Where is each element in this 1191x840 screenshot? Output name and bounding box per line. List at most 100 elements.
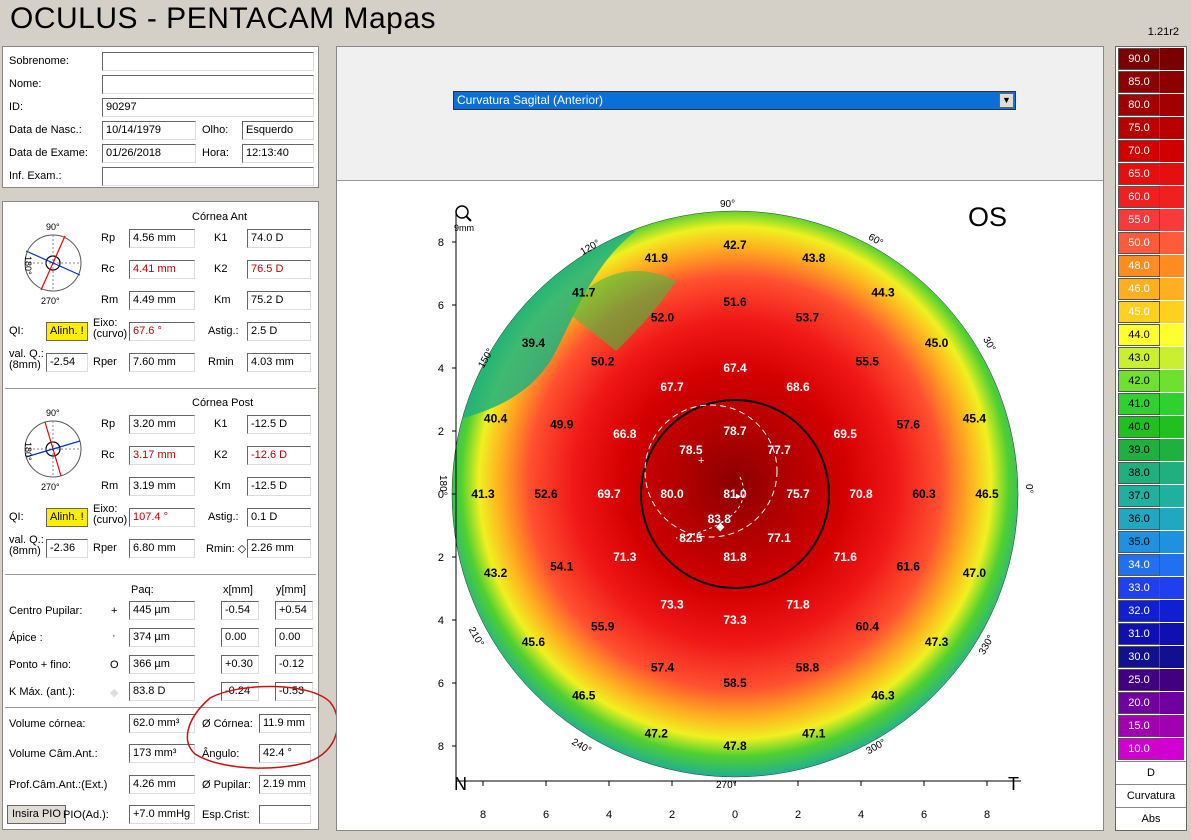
scale-step-swatch [1160,646,1184,668]
scale-step-swatch [1160,508,1184,530]
map-value: 73.3 [660,597,684,611]
post-ql-badge[interactable]: Alinh. ! [46,508,88,527]
map-value: 81.8 [723,550,747,564]
id-field[interactable]: 90297 [102,98,314,117]
map-value: 58.8 [796,660,820,674]
scale-step-label: 32.0 [1118,600,1160,622]
scale-step-label: 41.0 [1118,393,1160,415]
anterior-title: Córnea Ant [192,211,248,223]
surname-field[interactable] [102,52,314,71]
y-tick-label: 8 [438,741,444,753]
zoom-icon[interactable] [455,205,472,222]
ant-k2-label: K2 [214,263,228,275]
map-value: 47.1 [802,726,826,740]
ant-rmin-label: Rmin [208,356,234,368]
scale-step-swatch [1160,692,1184,714]
map-value: 83.8 [708,512,732,526]
temporal-label: T [1008,774,1019,794]
scale-step-swatch [1160,623,1184,645]
map-value: 46.3 [871,689,895,703]
scale-step-label: 75.0 [1118,117,1160,139]
eye-field[interactable]: Esquerdo [242,121,314,140]
apex-y: 0.00 [275,628,313,647]
exam-info-field[interactable] [102,167,314,186]
exam-date-field[interactable]: 01/26/2018 [102,144,196,163]
thinnest-paq: 366 µm [129,655,195,674]
name-field[interactable] [102,75,314,94]
map-value: 75.7 [786,487,810,501]
map-value: 77.7 [767,443,791,457]
exam-info-label: Inf. Exam.: [9,170,62,182]
x-tick-label: 2 [669,809,675,821]
chamber-depth-field: 4.26 mm [129,775,195,794]
anterior-axis-diagram: 90° 270° 180° [23,222,82,306]
kmax-symbol: ◆ [110,687,119,699]
ant-q-field: -2.54 [46,353,88,372]
anterior-deg270: 270° [41,296,60,306]
scale-step-label: 43.0 [1118,347,1160,369]
map-value: 69.5 [834,427,858,441]
red-annotation-circle [186,685,339,769]
cornea-diameter-field: 11.9 mm [259,714,311,733]
birth-label: Data de Nasc.: [9,124,82,136]
pupil-diameter-label: Ø Pupilar: [202,779,251,791]
pachy-header: Paq: [131,584,154,596]
map-toolbar [337,47,1103,181]
insert-iop-button[interactable]: Insira PIO [7,805,66,824]
x-tick-label: 4 [606,809,612,821]
scale-mode[interactable]: Abs [1116,807,1186,829]
scale-step-label: 15.0 [1118,715,1160,737]
iop-label: PIO(Ad.): [63,809,109,821]
post-axis-field: 107.4 ° [129,508,195,527]
pupil-center-label: Centro Pupilar: [9,605,83,617]
scale-step-swatch [1160,439,1184,461]
y-tick-label: 8 [438,237,444,249]
map-value: 57.6 [897,418,921,432]
map-value: 71.8 [786,597,810,611]
scale-step-swatch [1160,186,1184,208]
y-tick-label: 6 [438,300,444,312]
cornea-diameter-label: Ø Córnea: [202,718,253,730]
scale-step-swatch [1160,393,1184,415]
separator [5,574,316,575]
ant-rper-label: Rper [93,356,117,368]
birth-field[interactable]: 10/14/1979 [102,121,196,140]
map-type-select[interactable]: Curvatura Sagital (Anterior) ▼ [453,91,1016,110]
map-value: 51.6 [723,295,747,309]
time-field[interactable]: 12:13:40 [242,144,314,163]
chamber-volume-field: 173 mm³ [129,744,195,763]
pupil-center-symbol: + [111,605,118,617]
post-km-label: Km [214,480,231,492]
chamber-depth-label: Prof.Câm.Ant.:(Ext.) [9,779,108,791]
chevron-down-icon[interactable]: ▼ [999,93,1014,108]
map-value: 50.2 [591,355,615,369]
scale-step-label: 90.0 [1118,48,1160,70]
eye-side-label: OS [968,202,1007,232]
ant-ql-badge[interactable]: Alinh. ! [46,322,88,341]
ant-rm-field: 4.49 mm [129,291,195,310]
ant-k1-label: K1 [214,232,228,244]
map-value: 41.3 [471,487,495,501]
x-tick-label: 8 [480,809,486,821]
scale-step-label: 80.0 [1118,94,1160,116]
deg-180-label: 180° [437,475,448,496]
scale-type[interactable]: Curvatura [1116,784,1186,806]
map-value: 47.0 [963,566,987,580]
scale-step-swatch [1160,94,1184,116]
scale-step-label: 65.0 [1118,163,1160,185]
nasal-label: N [454,774,467,794]
anterior-deg90: 90° [46,222,60,232]
post-astig-field: 0.1 D [247,508,311,527]
lens-thickness-field [259,805,311,824]
anterior-deg180: 180° [23,256,33,275]
scale-step-swatch [1160,531,1184,553]
surname-label: Sobrenome: [9,55,69,67]
map-value: 43.8 [802,251,826,265]
version-label: 1.21r2 [1147,26,1179,38]
scale-step-label: 40.0 [1118,416,1160,438]
map-value: 52.0 [651,311,675,325]
volume-label: Volume córnea: [9,718,86,730]
pupil-diameter-field: 2.19 mm [259,775,311,794]
scale-step-swatch [1160,48,1184,70]
map-value: 52.6 [534,487,558,501]
